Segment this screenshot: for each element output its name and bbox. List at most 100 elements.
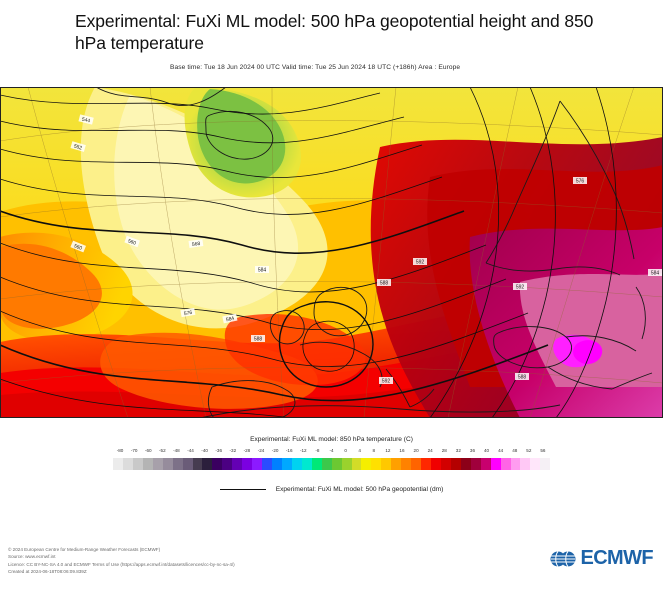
colorbar-swatch bbox=[122, 458, 133, 470]
chart-subtitle: Base time: Tue 18 Jun 2024 00 UTC Valid … bbox=[170, 63, 461, 71]
page-title: Experimental: FuXi ML model: 500 hPa geo… bbox=[75, 11, 594, 54]
colorbar-tick-label: -32 bbox=[229, 448, 237, 453]
colorbar-tick-label: 36 bbox=[469, 448, 476, 453]
colorbar-swatch bbox=[331, 458, 342, 470]
colorbar-tick-label: 0 bbox=[344, 448, 347, 453]
colorbar-swatch bbox=[182, 458, 193, 470]
svg-text:544: 544 bbox=[81, 117, 91, 125]
licence-line: Licence: CC BY-NC-SA 4.0 and ECMWF Terms… bbox=[8, 561, 235, 567]
colorbar-swatch bbox=[530, 458, 541, 470]
colorbar-tick-label: -12 bbox=[299, 448, 307, 453]
chart-header: Experimental: FuXi ML model: 500 hPa geo… bbox=[0, 0, 663, 71]
colorbar-swatch bbox=[311, 458, 322, 470]
colorbar-swatch bbox=[341, 458, 352, 470]
colorbar-tick-label: 40 bbox=[484, 448, 490, 453]
colorbar-tick-label: 44 bbox=[498, 448, 504, 453]
svg-text:560: 560 bbox=[127, 238, 137, 247]
colorbar-tick-label: 8 bbox=[372, 448, 376, 453]
colorbar-swatch bbox=[540, 458, 551, 470]
colorbar-swatch bbox=[361, 458, 372, 470]
contour-labels: 544 552 560 560 568 576 584 588 584 588 … bbox=[70, 114, 662, 385]
colorbar-tick-label: 52 bbox=[526, 448, 532, 453]
colorbar[interactable] bbox=[113, 458, 551, 470]
colorbar-tick-label: 20 bbox=[413, 448, 419, 453]
svg-text:588: 588 bbox=[254, 337, 263, 343]
colorbar-swatch bbox=[222, 458, 233, 470]
ecmwf-globe-icon bbox=[550, 550, 576, 567]
colorbar-swatch bbox=[232, 458, 243, 470]
svg-text:592: 592 bbox=[416, 260, 425, 266]
geopotential-contours bbox=[0, 87, 617, 418]
ecmwf-logo-text: ECMWF bbox=[580, 547, 653, 569]
footer-credits: © 2024 European Centre for Medium-Range … bbox=[8, 546, 235, 576]
colorbar-tick-label: -44 bbox=[187, 448, 194, 453]
colorbar-tick-label: -52 bbox=[159, 448, 166, 453]
colorbar-tick-label: -40 bbox=[201, 448, 208, 453]
colorbar-tick-label: -24 bbox=[257, 448, 265, 453]
colorbar-tick-label: -80 bbox=[116, 448, 124, 453]
svg-text:584: 584 bbox=[225, 316, 235, 324]
svg-text:552: 552 bbox=[73, 143, 83, 151]
colorbar-swatch bbox=[162, 458, 173, 470]
colorbar-swatch bbox=[281, 458, 292, 470]
colorbar-swatch bbox=[212, 458, 223, 470]
colorbar-tick-label: 32 bbox=[455, 448, 461, 453]
colorbar-tick-label: 4 bbox=[358, 448, 361, 453]
colorbar-swatch bbox=[401, 458, 412, 470]
colorbar-swatch bbox=[321, 458, 332, 470]
legend-block: Experimental: FuXi ML model: 850 hPa tem… bbox=[0, 436, 663, 493]
colorbar-tick-label: -60 bbox=[144, 448, 152, 453]
colorbar-swatch bbox=[470, 458, 481, 470]
temperature-shading bbox=[0, 87, 663, 418]
map-canvas: 544 552 560 560 568 576 584 588 584 588 … bbox=[0, 87, 663, 418]
colorbar-swatch bbox=[152, 458, 163, 470]
svg-text:584: 584 bbox=[651, 271, 660, 277]
colorbar-tick-label: 56 bbox=[540, 448, 546, 453]
colorbar-tick-label: 28 bbox=[441, 448, 447, 453]
colorbar-swatch bbox=[431, 458, 441, 470]
svg-text:576: 576 bbox=[183, 310, 192, 317]
svg-text:560: 560 bbox=[73, 243, 83, 252]
colorbar-ticks: -80 -70 -60 -52 -48 -44 -40 -36 -32 -28 -24 -20 -16-… bbox=[113, 448, 550, 457]
colorbar-swatch bbox=[460, 458, 471, 470]
contour-legend-label: Experimental: FuXi ML model: 500 hPa geo… bbox=[275, 486, 444, 493]
colorbar-swatch bbox=[202, 458, 213, 470]
contour-legend: Experimental: FuXi ML model: 500 hPa geo… bbox=[0, 486, 663, 493]
colorbar-tick-label: 12 bbox=[385, 448, 391, 453]
colorbar-swatch bbox=[242, 458, 253, 470]
colorbar-swatch bbox=[142, 458, 153, 470]
colorbar-swatch bbox=[113, 458, 123, 470]
colorbar-tick-label: -70 bbox=[130, 448, 138, 453]
colorbar-swatch bbox=[132, 458, 143, 470]
svg-text:576: 576 bbox=[576, 179, 585, 185]
colorbar-swatch bbox=[450, 458, 461, 470]
colorbar-swatch bbox=[510, 458, 521, 470]
svg-text:588: 588 bbox=[380, 281, 389, 287]
colorbar-swatch bbox=[262, 458, 272, 470]
colorbar-swatch bbox=[520, 458, 531, 470]
colorbar-tick-label: 16 bbox=[399, 448, 405, 453]
colorbar-swatch bbox=[172, 458, 183, 470]
colorbar-swatch bbox=[440, 458, 451, 470]
svg-text:588: 588 bbox=[518, 375, 527, 381]
created-at-line: Created at 2024-06-18T08:06:09.839Z bbox=[8, 569, 87, 575]
colorbar-swatch bbox=[480, 458, 491, 470]
svg-text:592: 592 bbox=[382, 379, 391, 385]
colorbar-tick-label: -4 bbox=[329, 448, 334, 453]
colorbar-title: Experimental: FuXi ML model: 850 hPa tem… bbox=[250, 436, 413, 443]
colorbar-swatch bbox=[500, 458, 511, 470]
colorbar-tick-label: -8 bbox=[315, 448, 320, 453]
colorbar-tick-label: -28 bbox=[243, 448, 251, 453]
contour-line-icon bbox=[219, 489, 266, 490]
ecmwf-logo[interactable]: ECMWF bbox=[550, 547, 654, 570]
colorbar-swatch bbox=[252, 458, 263, 470]
colorbar-swatch bbox=[192, 458, 203, 470]
colorbar-swatch bbox=[391, 458, 402, 470]
weather-map[interactable]: 544 552 560 560 568 576 584 588 584 588 … bbox=[0, 87, 663, 418]
colorbar-swatch bbox=[490, 458, 501, 470]
svg-text:584: 584 bbox=[258, 268, 267, 274]
colorbar-swatch bbox=[381, 458, 392, 470]
copyright-line: © 2024 European Centre for Medium-Range … bbox=[8, 547, 161, 552]
svg-text:592: 592 bbox=[516, 285, 525, 291]
